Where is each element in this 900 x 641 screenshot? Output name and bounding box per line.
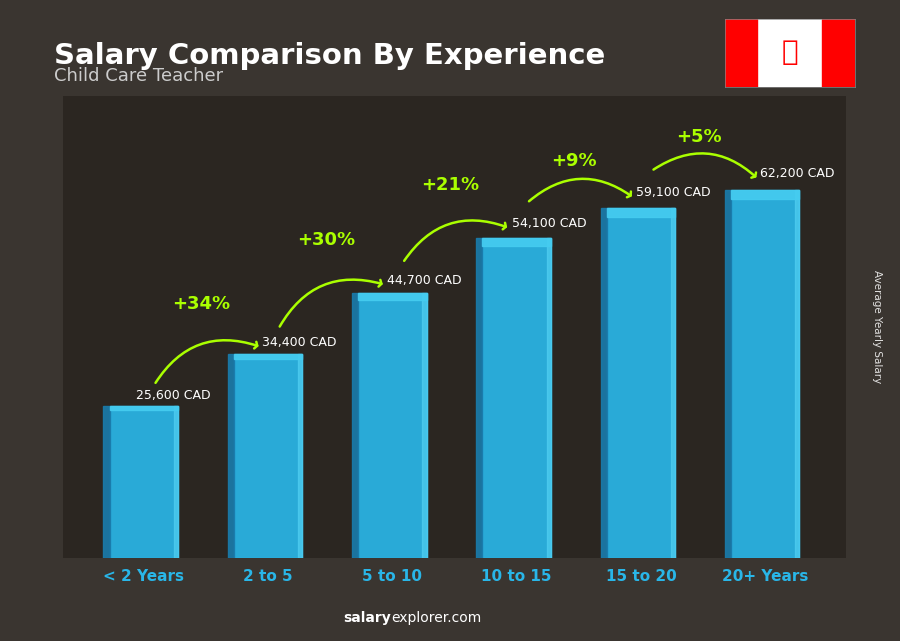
Text: 62,200 CAD: 62,200 CAD — [760, 167, 834, 180]
Text: salary: salary — [344, 611, 392, 625]
Bar — [724, 190, 731, 558]
Bar — [724, 19, 757, 87]
Text: +9%: +9% — [552, 152, 597, 170]
Bar — [671, 208, 675, 558]
Text: +34%: +34% — [173, 296, 230, 313]
Text: +5%: +5% — [676, 128, 722, 146]
Bar — [234, 354, 302, 558]
Bar — [607, 208, 675, 217]
Text: 34,400 CAD: 34,400 CAD — [262, 336, 337, 349]
Text: Average Yearly Salary: Average Yearly Salary — [872, 271, 883, 383]
Bar — [110, 406, 178, 410]
Text: Salary Comparison By Experience: Salary Comparison By Experience — [54, 42, 605, 70]
Bar — [607, 208, 675, 558]
Text: Child Care Teacher: Child Care Teacher — [54, 67, 223, 85]
Bar — [546, 238, 551, 558]
Bar — [600, 208, 607, 558]
Bar — [731, 190, 799, 558]
Bar — [482, 238, 551, 246]
Bar — [228, 354, 234, 558]
Text: 59,100 CAD: 59,100 CAD — [636, 187, 711, 199]
Text: 25,600 CAD: 25,600 CAD — [136, 390, 211, 403]
Bar — [104, 406, 110, 558]
Bar — [234, 354, 302, 359]
Text: 44,700 CAD: 44,700 CAD — [387, 274, 462, 287]
Text: +30%: +30% — [297, 231, 355, 249]
Bar — [358, 293, 427, 558]
Bar — [823, 19, 855, 87]
Bar — [796, 190, 799, 558]
Text: 🍁: 🍁 — [781, 38, 798, 66]
Bar — [422, 293, 427, 558]
Bar — [298, 354, 302, 558]
Text: explorer.com: explorer.com — [392, 611, 482, 625]
Bar — [352, 293, 358, 558]
Bar — [476, 238, 482, 558]
Bar — [482, 238, 551, 558]
Bar — [358, 293, 427, 300]
Text: +21%: +21% — [421, 176, 479, 194]
Bar — [110, 406, 178, 558]
Bar — [731, 190, 799, 199]
Text: 54,100 CAD: 54,100 CAD — [512, 217, 586, 229]
Bar — [174, 406, 178, 558]
